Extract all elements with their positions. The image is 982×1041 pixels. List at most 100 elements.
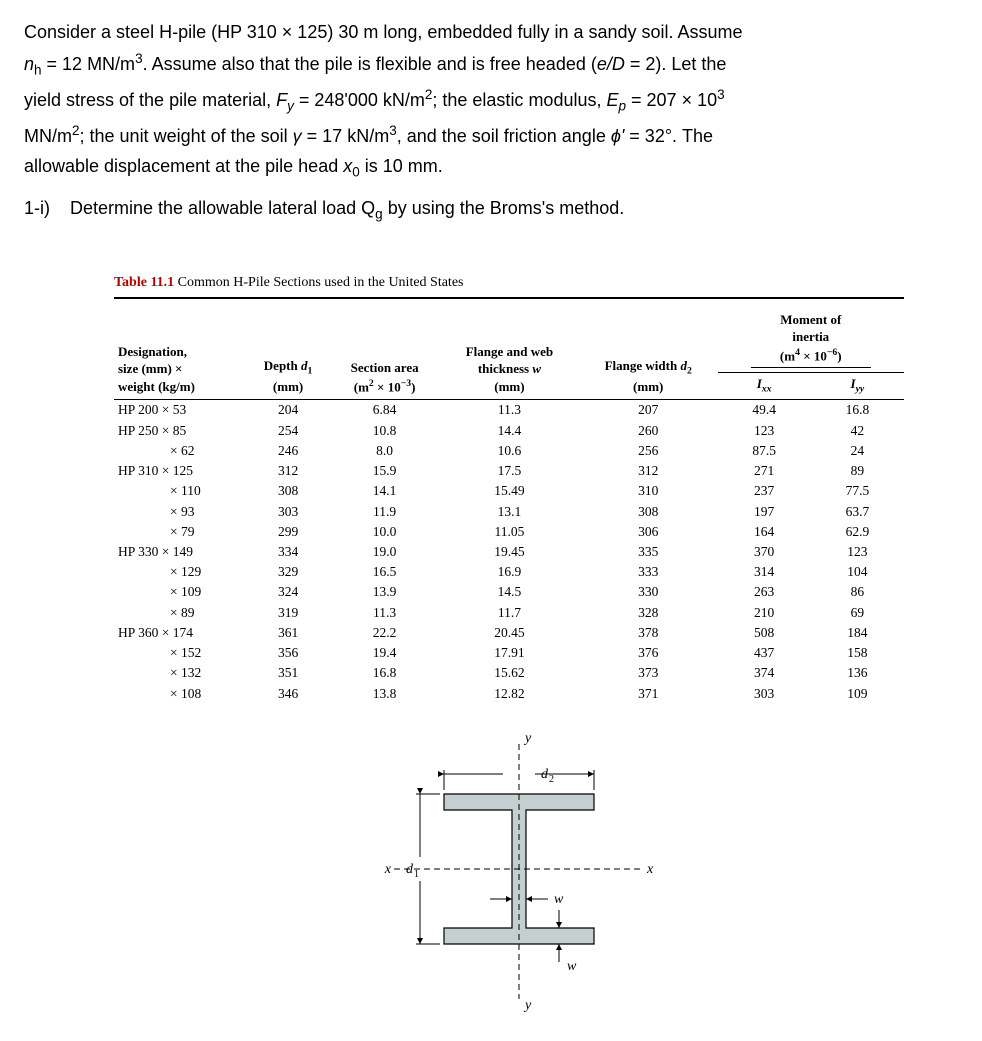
cell: 14.4 — [440, 421, 579, 441]
cell: 376 — [579, 643, 718, 663]
cell: 42 — [811, 421, 904, 441]
sub: 0 — [352, 165, 360, 180]
cell: 256 — [579, 441, 718, 461]
cell: × 108 — [114, 684, 247, 704]
text: (mm) — [273, 379, 303, 394]
cell: 63.7 — [811, 502, 904, 522]
svg-text:w: w — [567, 959, 577, 974]
cell: 378 — [579, 623, 718, 643]
cell: 24 — [811, 441, 904, 461]
text: inertia — [792, 329, 829, 344]
table-row: × 13235116.815.62373374136 — [114, 663, 904, 683]
cell: × 62 — [114, 441, 247, 461]
text: Flange and web — [466, 344, 553, 359]
text: Section area — [351, 360, 419, 375]
text: allowable displacement at the pile head — [24, 156, 343, 176]
sup: 3 — [389, 123, 397, 138]
cell: 184 — [811, 623, 904, 643]
cell: 15.9 — [329, 461, 440, 481]
cell: 109 — [811, 684, 904, 704]
cell: 237 — [718, 481, 811, 501]
cell: 335 — [579, 542, 718, 562]
table-row: × 10932413.914.533026386 — [114, 582, 904, 602]
cell: 210 — [718, 603, 811, 623]
cell: 11.3 — [440, 400, 579, 421]
var-Ep: E — [606, 90, 618, 110]
text: = 248'000 kN/m — [294, 90, 425, 110]
cell: 308 — [579, 502, 718, 522]
text: MN/m — [24, 126, 72, 146]
col-designation: Designation, size (mm) × weight (kg/m) — [114, 309, 247, 400]
problem-statement: Consider a steel H-pile (HP 310 × 125) 3… — [24, 20, 958, 182]
cell: 16.5 — [329, 562, 440, 582]
hpile-table: Designation, size (mm) × weight (kg/m) D… — [114, 309, 904, 704]
cell: 346 — [247, 684, 329, 704]
sup: 3 — [717, 87, 725, 102]
cell: 69 — [811, 603, 904, 623]
svg-text:d: d — [541, 767, 549, 782]
text: yield stress of the pile material, — [24, 90, 276, 110]
cell: 49.4 — [718, 400, 811, 421]
cell: 319 — [247, 603, 329, 623]
cell: × 89 — [114, 603, 247, 623]
text: = 32°. The — [624, 126, 713, 146]
cell: 10.0 — [329, 522, 440, 542]
sup: 2 — [72, 123, 80, 138]
text: Flange width — [605, 358, 681, 373]
cell: 22.2 — [329, 623, 440, 643]
cell: 10.6 — [440, 441, 579, 461]
svg-text:x: x — [646, 862, 654, 877]
part-label: 1-i) — [24, 196, 70, 224]
part-1i: 1-i) Determine the allowable lateral loa… — [24, 196, 958, 224]
cell: 312 — [247, 461, 329, 481]
cell: 374 — [718, 663, 811, 683]
text: Moment of — [780, 312, 841, 327]
cell: 13.1 — [440, 502, 579, 522]
cell: 6.84 — [329, 400, 440, 421]
cell: 260 — [579, 421, 718, 441]
var-Fy: F — [276, 90, 287, 110]
text: ; the elastic modulus, — [432, 90, 606, 110]
svg-text:w: w — [554, 892, 564, 907]
cell: 333 — [579, 562, 718, 582]
table-row: HP 360 × 17436122.220.45378508184 — [114, 623, 904, 643]
table-number: Table 11.1 — [114, 275, 174, 290]
cell: 204 — [247, 400, 329, 421]
cell: × 132 — [114, 663, 247, 683]
cell: 437 — [718, 643, 811, 663]
table-row: × 11030814.115.4931023777.5 — [114, 481, 904, 501]
cell: 299 — [247, 522, 329, 542]
cell: 306 — [579, 522, 718, 542]
cell: 361 — [247, 623, 329, 643]
col-depth: Depth d1 (mm) — [247, 309, 329, 400]
cell: 303 — [247, 502, 329, 522]
svg-text:y: y — [523, 731, 532, 746]
svg-text:y: y — [523, 998, 532, 1013]
text: Determine the allowable lateral load Q — [70, 198, 375, 218]
cell: 19.45 — [440, 542, 579, 562]
cell: 370 — [718, 542, 811, 562]
text: Consider a steel H-pile (HP 310 × 125) 3… — [24, 22, 743, 42]
part-text: Determine the allowable lateral load Qg … — [70, 196, 958, 224]
cell: 15.49 — [440, 481, 579, 501]
cell: 10.8 — [329, 421, 440, 441]
cell: 20.45 — [440, 623, 579, 643]
svg-text:d: d — [406, 862, 414, 877]
problem-line-5: allowable displacement at the pile head … — [24, 154, 958, 182]
sub: g — [375, 207, 383, 222]
cell: 8.0 — [329, 441, 440, 461]
cell: 207 — [579, 400, 718, 421]
cell: 508 — [718, 623, 811, 643]
cell: 17.91 — [440, 643, 579, 663]
cell: 246 — [247, 441, 329, 461]
text: (m — [354, 379, 369, 394]
cell: × 79 — [114, 522, 247, 542]
text: size (mm) × — [118, 361, 182, 376]
cell: 329 — [247, 562, 329, 582]
cell: × 152 — [114, 643, 247, 663]
h-section-svg: yyxxd2d1ww — [359, 724, 659, 1014]
h-section-diagram: yyxxd2d1ww — [114, 724, 904, 1021]
text: × 10 — [374, 379, 401, 394]
sub: yy — [856, 383, 865, 394]
sub: h — [34, 63, 42, 78]
